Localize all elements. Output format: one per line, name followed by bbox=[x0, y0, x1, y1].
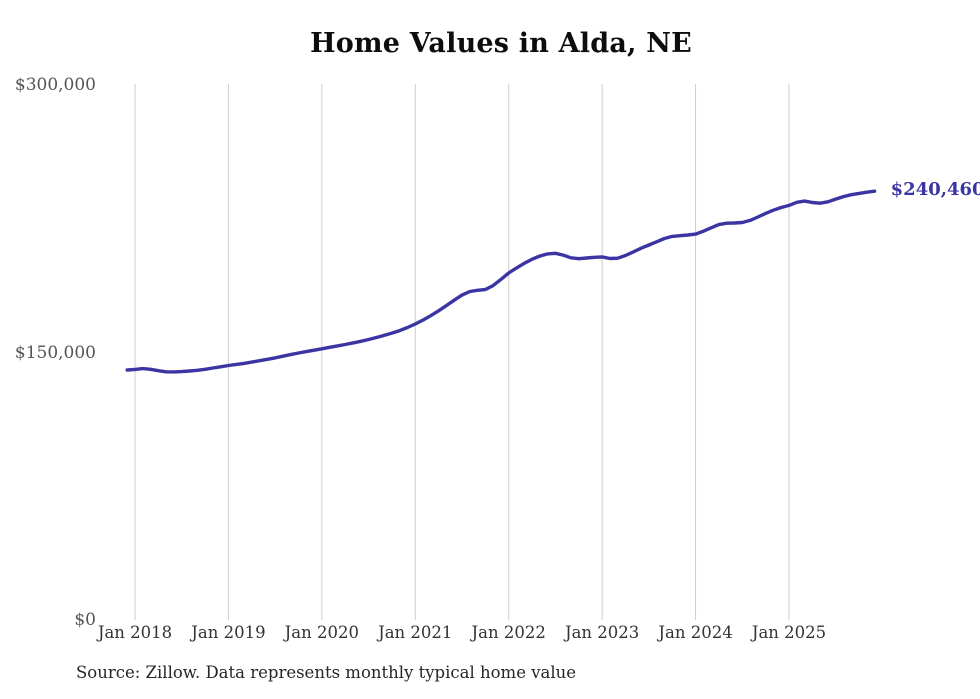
home-value-line-series bbox=[125, 189, 877, 374]
chart-title: Home Values in Alda, NE bbox=[310, 28, 692, 59]
source-note: Source: Zillow. Data represents monthly … bbox=[76, 663, 577, 682]
last-value-label: $240,460 bbox=[890, 179, 980, 201]
